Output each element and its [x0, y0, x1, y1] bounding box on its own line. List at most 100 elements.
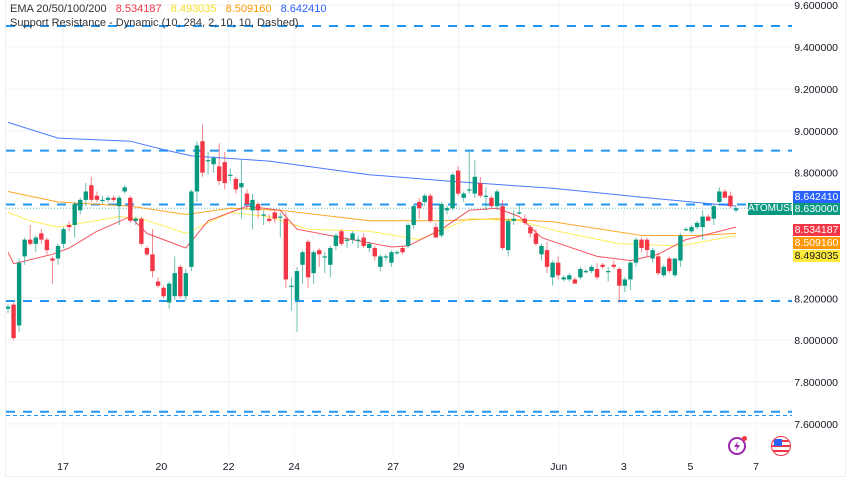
lightning-alert-icon[interactable] [728, 436, 747, 455]
candle [594, 262, 600, 280]
candle-body [311, 252, 316, 274]
candle-body [405, 224, 411, 246]
candle [422, 193, 427, 207]
candle [289, 277, 294, 311]
candle-body [483, 195, 489, 197]
candle-body [400, 248, 405, 253]
x-tick-label: 5 [688, 461, 694, 473]
candle [717, 187, 722, 207]
candle-body [328, 248, 333, 265]
candle [216, 143, 222, 186]
candle [455, 166, 461, 196]
candle [483, 187, 489, 211]
candle [478, 176, 483, 198]
candle [378, 254, 383, 272]
candle [189, 189, 194, 272]
candle-body [244, 193, 250, 205]
candle [355, 235, 361, 249]
candle-body [28, 239, 33, 244]
candle-body [16, 262, 22, 326]
candle-body [444, 208, 450, 211]
candle [344, 237, 350, 249]
candle-body [128, 197, 133, 221]
candle [261, 210, 266, 225]
candle [700, 210, 705, 240]
candle-body [361, 237, 366, 246]
candle [283, 212, 289, 288]
candle [89, 176, 94, 202]
candle [105, 195, 111, 202]
candle [178, 264, 183, 299]
candle-body [611, 264, 616, 267]
ema200-value: 8.642410 [280, 3, 327, 15]
candle [400, 245, 405, 255]
candle [183, 268, 189, 301]
candle [417, 197, 422, 219]
candle [694, 220, 700, 230]
sr-legend-row[interactable]: Support Resistance - Dynamic (10, 284, 2… [10, 16, 332, 30]
candle-body [628, 262, 633, 280]
candle-body [589, 266, 594, 272]
candle-body [183, 273, 189, 297]
ema-legend-row[interactable]: EMA 20/50/100/200 8.534187 8.493035 8.50… [10, 2, 332, 16]
candle-body [583, 271, 589, 273]
candle [733, 206, 739, 213]
y-tick-label: 9.000000 [794, 126, 838, 138]
candle [133, 216, 139, 225]
candle-body [228, 174, 233, 176]
x-tick-label: 3 [621, 461, 627, 473]
candle [450, 172, 455, 211]
candle [461, 191, 466, 202]
candle-body [533, 233, 539, 244]
candle [405, 222, 411, 249]
candle-body [722, 191, 728, 198]
candle-body [572, 279, 578, 284]
symbol-label: ATOMUSD [748, 203, 798, 215]
candle [711, 204, 716, 225]
candle [33, 235, 38, 253]
candle-body [22, 239, 27, 257]
candle-body [66, 224, 72, 228]
candle [533, 229, 539, 246]
candle-body [6, 306, 11, 309]
candle [728, 191, 733, 209]
candle [706, 214, 711, 221]
ema20-value: 8.534187 [115, 3, 162, 15]
candle [100, 195, 105, 205]
candle [83, 183, 89, 207]
candle-body [717, 191, 722, 202]
candle-body [489, 197, 494, 207]
us-flag-icon[interactable] [771, 436, 791, 456]
candle-body [250, 199, 255, 211]
candle [322, 252, 327, 274]
candle-body [428, 195, 433, 221]
candle [722, 189, 728, 198]
y-tick-label: 9.200000 [794, 84, 838, 96]
candle-body [433, 227, 439, 238]
candle [194, 141, 200, 202]
candle-body [706, 216, 711, 221]
candle [16, 258, 22, 332]
candle [655, 252, 661, 276]
ema50-price-label: 8.493035 [793, 250, 840, 262]
candle [555, 256, 561, 280]
candle [50, 256, 55, 284]
candle-body [689, 227, 694, 232]
candle [667, 256, 672, 274]
candle [239, 160, 244, 219]
candle-body [522, 218, 528, 223]
candle [266, 214, 272, 223]
candle [500, 199, 505, 251]
candle-body [411, 206, 416, 225]
candle [39, 229, 44, 244]
candle-body [239, 183, 244, 188]
candle-body [450, 174, 455, 209]
candle [222, 151, 227, 190]
candle-body [633, 239, 639, 263]
candle [139, 216, 144, 246]
candle-body [600, 264, 605, 267]
candle-body [478, 183, 483, 196]
candle-body [144, 248, 150, 255]
candle [255, 201, 261, 219]
